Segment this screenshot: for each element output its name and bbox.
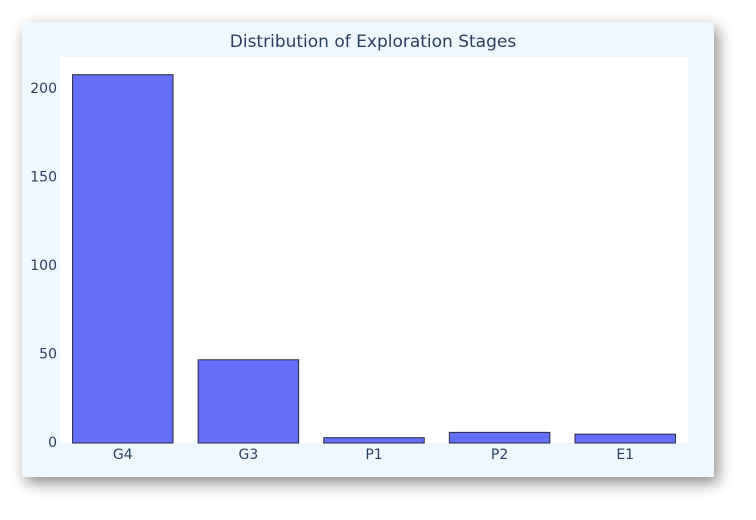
- chart-title: Distribution of Exploration Stages: [230, 32, 517, 52]
- y-tick-label: 200: [30, 81, 57, 97]
- y-tick-label: 50: [39, 346, 57, 362]
- bar: [448, 431, 551, 444]
- x-tick-label: G4: [113, 447, 133, 463]
- x-tick-label: G3: [239, 447, 259, 463]
- bar: [574, 433, 676, 444]
- y-tick-label: 0: [48, 435, 57, 451]
- x-tick-label: E1: [616, 447, 634, 463]
- bar: [72, 74, 174, 444]
- bar: [323, 437, 425, 444]
- x-tick-label: P2: [491, 447, 508, 463]
- y-tick-label: 100: [30, 258, 57, 274]
- x-tick-label: P1: [365, 447, 382, 463]
- bar: [197, 359, 300, 444]
- y-tick-label: 150: [30, 169, 57, 185]
